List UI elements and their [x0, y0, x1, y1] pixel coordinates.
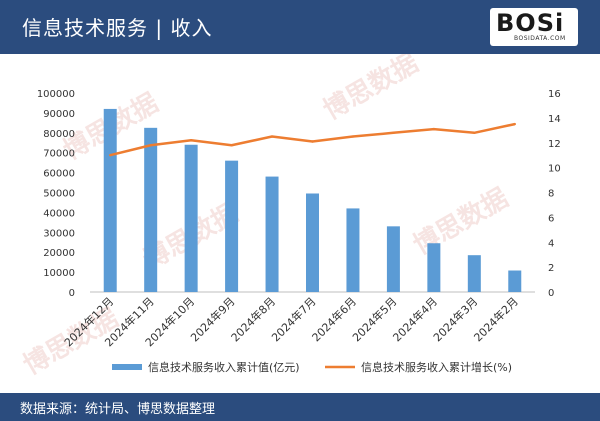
growth-point — [513, 122, 516, 126]
growth-point — [109, 153, 112, 157]
y-left-tick-label: 0 — [69, 288, 75, 299]
watermark-text: 博思数据 — [409, 183, 514, 261]
growth-point — [311, 140, 314, 143]
y-right-tick-label: 10 — [548, 164, 561, 175]
y-left-tick-label: 20000 — [43, 248, 75, 259]
y-right-tick-label: 4 — [548, 238, 554, 249]
y-right-tick-label: 0 — [548, 288, 554, 299]
bar — [346, 208, 360, 292]
y-right-tick-label: 16 — [548, 89, 561, 100]
page-title: 信息技术服务 | 收入 — [22, 16, 213, 40]
bosi-logo: BOSi BOSIDATA.COM — [490, 8, 578, 46]
watermark-text: 博思数据 — [319, 54, 424, 126]
y-left-tick-label: 10000 — [43, 268, 75, 279]
bar — [103, 108, 117, 292]
logo-word: BOSi — [496, 9, 565, 37]
bar — [427, 243, 441, 292]
legend-bar-swatch — [112, 364, 142, 370]
bar — [386, 226, 400, 292]
y-left-tick-label: 90000 — [43, 109, 75, 120]
growth-point — [432, 127, 436, 131]
y-left-tick-label: 80000 — [43, 129, 75, 140]
growth-point — [392, 131, 395, 134]
combo-chart: 博思数据博思数据博思数据博思数据博思数据 0100002000030000400… — [19, 54, 561, 381]
logo-subtext: BOSIDATA.COM — [514, 35, 566, 42]
y-left-tick-label: 50000 — [43, 189, 75, 200]
legend-line-label: 信息技术服务收入累计增长(%) — [361, 360, 512, 374]
bar — [508, 270, 522, 292]
data-source: 数据来源：统计局、博思数据整理 — [20, 402, 216, 417]
y-left-tick-label: 60000 — [43, 169, 75, 180]
y-right-tick-label: 14 — [548, 114, 561, 125]
footer: 数据来源：统计局、博思数据整理 — [0, 393, 600, 421]
bar — [265, 176, 279, 292]
bar — [144, 127, 158, 292]
growth-point — [473, 131, 476, 134]
y-right-tick-label: 12 — [548, 139, 561, 150]
growth-point — [270, 135, 274, 138]
y-left-tick-label: 100000 — [37, 89, 75, 100]
plot-area: 0 10000 20000 30000 40000 50000 60000 70000 8000… — [37, 89, 561, 374]
bar — [225, 160, 239, 292]
growth-point — [351, 135, 355, 138]
bar — [467, 255, 481, 292]
y-left-tick-label: 70000 — [43, 149, 75, 160]
bar — [184, 144, 198, 292]
y-left-tick-label: 40000 — [43, 208, 75, 219]
growth-point — [189, 139, 193, 142]
growth-point — [230, 144, 233, 147]
bar — [306, 193, 319, 292]
y-right-tick-label: 6 — [548, 213, 554, 224]
header: 信息技术服务 | 收入 BOSi BOSIDATA.COM — [0, 0, 600, 54]
y-right-tick-label: 8 — [548, 189, 554, 200]
growth-line — [109, 122, 516, 157]
x-tick-label: 2024年2月 — [471, 294, 521, 344]
y-right-tick-label: 2 — [548, 263, 554, 274]
legend-bar-label: 信息技术服务收入累计值(亿元) — [148, 360, 300, 374]
y-left-tick-label: 30000 — [43, 228, 75, 239]
growth-point — [149, 144, 152, 147]
